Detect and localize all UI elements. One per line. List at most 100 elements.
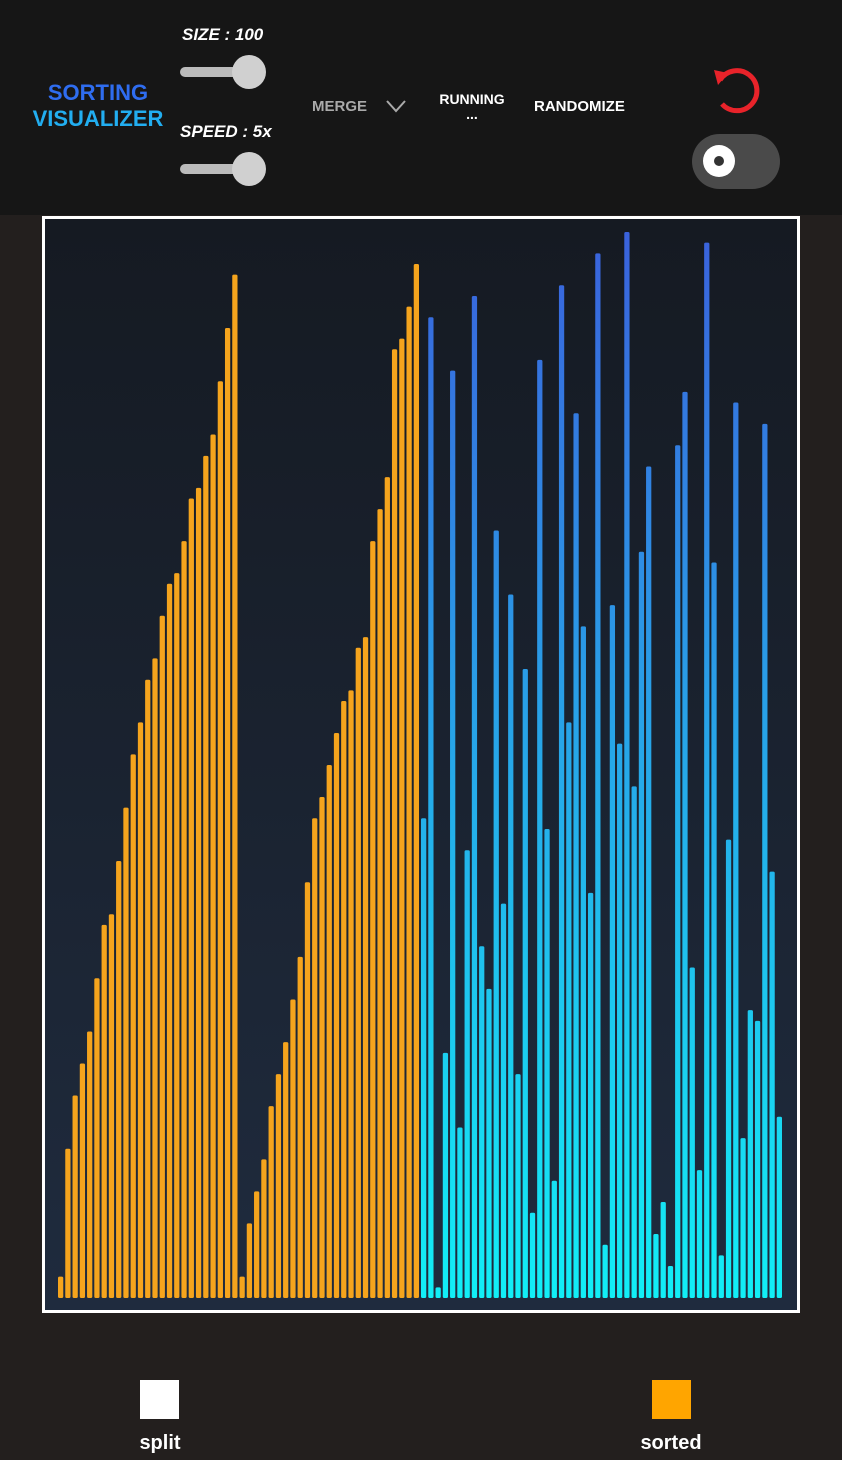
bar — [348, 690, 354, 1298]
algorithm-select[interactable]: MERGE — [312, 98, 368, 115]
bar — [341, 701, 347, 1298]
bar — [704, 242, 710, 1298]
bar — [355, 647, 361, 1298]
bar — [421, 818, 427, 1298]
bar — [754, 1020, 761, 1298]
legend-swatch — [652, 1380, 691, 1419]
bar — [181, 541, 187, 1298]
bar — [486, 988, 492, 1298]
bar — [406, 306, 412, 1298]
bar — [232, 274, 238, 1298]
bar — [537, 359, 543, 1298]
bar — [283, 1042, 289, 1298]
bar — [159, 615, 165, 1298]
bar — [116, 860, 122, 1298]
bar — [428, 317, 434, 1298]
bar — [624, 232, 630, 1298]
bar — [152, 658, 158, 1298]
bar — [297, 956, 303, 1298]
size-slider[interactable] — [180, 67, 262, 77]
bar — [479, 946, 485, 1298]
title: SORTING — [47, 80, 149, 105]
bar — [493, 530, 499, 1298]
legend-swatch — [140, 1380, 179, 1419]
bar — [290, 999, 296, 1298]
bar — [638, 551, 645, 1298]
bar — [312, 818, 318, 1298]
bar — [725, 839, 732, 1298]
bar — [667, 1266, 674, 1298]
speed-slider[interactable] — [180, 164, 262, 174]
randomize-button[interactable]: RANDOMIZE — [534, 98, 625, 115]
bar — [246, 1223, 253, 1298]
bar — [733, 402, 739, 1298]
bar — [261, 1159, 267, 1298]
bar — [740, 1138, 746, 1298]
bar — [471, 295, 478, 1299]
bar — [399, 338, 405, 1299]
bar — [130, 754, 136, 1298]
status-dots: ... — [466, 106, 478, 122]
bar — [500, 903, 507, 1298]
bar — [58, 1276, 64, 1298]
bar — [573, 413, 579, 1299]
title: VISUALIZER — [32, 106, 164, 131]
bar — [94, 978, 100, 1298]
bar — [108, 914, 115, 1298]
bar — [203, 455, 209, 1298]
bar — [602, 1244, 608, 1298]
bar — [362, 637, 369, 1298]
bar — [123, 807, 129, 1298]
speed-label: SPEED : 5x — [180, 122, 272, 141]
bar — [769, 871, 775, 1298]
bar — [137, 722, 144, 1298]
bar — [384, 477, 390, 1298]
bar — [675, 445, 681, 1298]
bar — [319, 796, 325, 1298]
bar — [101, 924, 107, 1298]
bar — [529, 1212, 536, 1298]
bar — [762, 423, 768, 1298]
legend-label: split — [139, 1432, 181, 1454]
bar — [442, 1052, 449, 1298]
bar — [65, 1148, 71, 1298]
bar — [87, 1031, 93, 1298]
bar — [660, 1202, 666, 1298]
bar — [689, 967, 695, 1298]
bar — [711, 562, 717, 1298]
bar — [646, 466, 652, 1298]
bar — [275, 1074, 282, 1298]
bar — [776, 1116, 782, 1298]
bar — [587, 892, 594, 1298]
bar — [653, 1234, 659, 1298]
bar — [435, 1287, 441, 1298]
bar — [254, 1191, 260, 1298]
bar — [333, 733, 340, 1298]
bar — [595, 253, 601, 1298]
bar — [617, 743, 623, 1298]
bar — [696, 1170, 703, 1298]
speed-thumb[interactable] — [232, 152, 266, 186]
legend-label: sorted — [640, 1432, 702, 1454]
size-thumb[interactable] — [232, 55, 266, 89]
bar — [188, 498, 194, 1298]
bar — [166, 583, 173, 1298]
bar — [377, 509, 383, 1298]
bar — [631, 786, 637, 1298]
bar — [79, 1063, 86, 1298]
bar — [304, 882, 311, 1298]
bar — [174, 573, 180, 1298]
size-label: SIZE : 100 — [182, 25, 264, 44]
bar — [580, 626, 586, 1298]
bar — [558, 285, 565, 1298]
bar — [522, 669, 528, 1298]
bar — [195, 487, 202, 1299]
bar — [413, 263, 419, 1299]
bar — [268, 1106, 274, 1298]
bar — [566, 722, 572, 1298]
bar — [508, 594, 514, 1298]
bar — [609, 605, 616, 1298]
bar — [682, 391, 688, 1298]
